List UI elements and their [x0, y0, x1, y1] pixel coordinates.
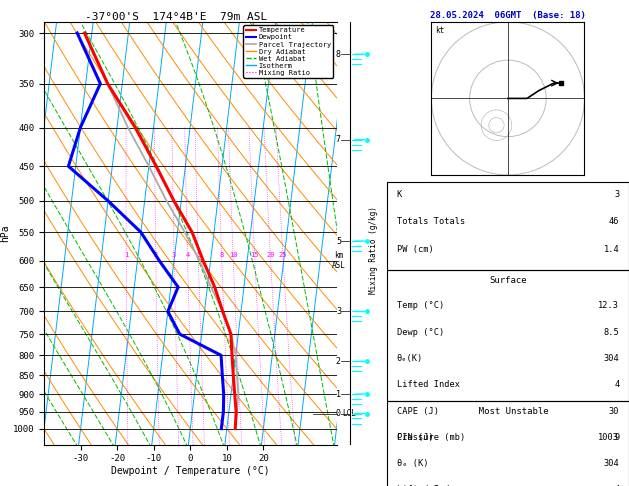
Text: 0: 0	[336, 409, 341, 418]
Text: Mixing Ratio (g/kg): Mixing Ratio (g/kg)	[369, 206, 379, 294]
Text: Surface: Surface	[489, 276, 526, 285]
Bar	[387, 401, 629, 486]
Text: PW (cm): PW (cm)	[396, 245, 433, 254]
Text: 1003: 1003	[598, 433, 620, 442]
Text: 46: 46	[609, 217, 620, 226]
Text: 3: 3	[336, 307, 341, 316]
Text: 1: 1	[124, 252, 128, 258]
Text: 7: 7	[336, 135, 341, 144]
Text: 304: 304	[604, 354, 620, 363]
Text: Temp (°C): Temp (°C)	[396, 301, 444, 311]
Text: km
ASL: km ASL	[331, 251, 346, 271]
Text: K: K	[396, 190, 402, 199]
Text: 20: 20	[266, 252, 275, 258]
Text: Pressure (mb): Pressure (mb)	[396, 433, 465, 442]
Bar	[387, 270, 629, 401]
Text: 30: 30	[609, 407, 620, 416]
Text: Dewp (°C): Dewp (°C)	[396, 328, 444, 337]
Text: 1.4: 1.4	[604, 245, 620, 254]
Text: 4: 4	[614, 380, 620, 389]
Text: 25: 25	[279, 252, 287, 258]
Text: Totals Totals: Totals Totals	[396, 217, 465, 226]
Text: 4: 4	[186, 252, 190, 258]
Y-axis label: hPa: hPa	[0, 225, 10, 242]
Text: LCL: LCL	[342, 409, 356, 418]
Text: 304: 304	[604, 459, 620, 468]
Text: θₑ (K): θₑ (K)	[396, 459, 428, 468]
Text: 28.05.2024  06GMT  (Base: 18): 28.05.2024 06GMT (Base: 18)	[430, 11, 586, 20]
Text: CIN (J): CIN (J)	[396, 433, 433, 442]
Bar	[387, 182, 629, 270]
Text: 5: 5	[336, 237, 341, 245]
Text: 10: 10	[229, 252, 237, 258]
Text: 5: 5	[196, 252, 201, 258]
Text: 15: 15	[250, 252, 259, 258]
X-axis label: Dewpoint / Temperature (°C): Dewpoint / Temperature (°C)	[111, 466, 270, 476]
Text: -37°00'S  174°4B'E  79m ASL: -37°00'S 174°4B'E 79m ASL	[85, 12, 267, 22]
Text: 3: 3	[614, 190, 620, 199]
Text: 8: 8	[220, 252, 224, 258]
Text: 4: 4	[614, 485, 620, 486]
Text: θₑ(K): θₑ(K)	[396, 354, 423, 363]
Text: 3: 3	[172, 252, 176, 258]
Text: Most Unstable: Most Unstable	[467, 407, 548, 416]
Text: 2: 2	[153, 252, 158, 258]
Text: 9: 9	[614, 433, 620, 442]
Text: 8: 8	[336, 50, 341, 59]
Text: 12.3: 12.3	[598, 301, 620, 311]
Legend: Temperature, Dewpoint, Parcel Trajectory, Dry Adiabat, Wet Adiabat, Isotherm, Mi: Temperature, Dewpoint, Parcel Trajectory…	[243, 25, 333, 78]
Text: kt: kt	[435, 26, 445, 35]
Text: 1: 1	[336, 390, 341, 399]
Text: Lifted Index: Lifted Index	[396, 380, 460, 389]
Text: 8.5: 8.5	[604, 328, 620, 337]
Text: CAPE (J): CAPE (J)	[396, 407, 438, 416]
Text: 2: 2	[336, 357, 341, 366]
Text: Lifted Index: Lifted Index	[396, 485, 460, 486]
